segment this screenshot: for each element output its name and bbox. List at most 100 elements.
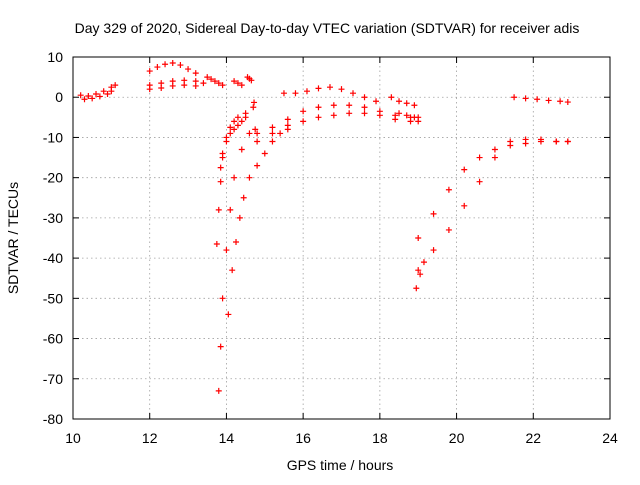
data-point	[225, 311, 232, 318]
data-point	[215, 80, 222, 87]
data-point	[217, 178, 224, 185]
data-point	[254, 138, 261, 145]
series-seg-b	[81, 88, 115, 103]
data-point	[445, 226, 452, 233]
data-point	[108, 88, 115, 95]
x-tick-label: 12	[142, 430, 158, 446]
data-point	[280, 90, 287, 97]
data-point	[227, 130, 234, 137]
data-point	[269, 124, 276, 131]
data-point	[251, 99, 258, 106]
data-point	[169, 82, 176, 89]
data-point	[231, 118, 238, 125]
data-point	[545, 97, 552, 104]
data-point	[388, 94, 395, 101]
data-point	[303, 88, 310, 95]
data-point	[77, 92, 84, 99]
data-point	[229, 267, 236, 274]
data-point	[204, 74, 211, 81]
data-point	[246, 130, 253, 137]
data-point	[254, 130, 261, 137]
series-seg-u	[413, 259, 427, 292]
data-point	[522, 136, 529, 143]
y-tick-label: -60	[43, 331, 63, 347]
data-point	[213, 241, 220, 248]
y-tick-label: -80	[43, 411, 63, 427]
data-point	[411, 102, 418, 109]
data-point	[411, 114, 418, 121]
data-point	[300, 118, 307, 125]
data-point	[112, 82, 119, 89]
series-seg-h	[244, 74, 255, 84]
data-point	[238, 82, 245, 89]
y-tick-label: -20	[43, 170, 63, 186]
data-point	[373, 98, 380, 105]
grid	[73, 57, 610, 419]
data-point	[154, 64, 161, 71]
data-point	[269, 130, 276, 137]
x-tick-label: 10	[65, 430, 81, 446]
data-point	[104, 91, 111, 98]
data-point	[361, 104, 368, 111]
series-seg-e	[146, 82, 199, 93]
data-point	[234, 80, 241, 87]
y-tick-label: -70	[43, 371, 63, 387]
x-tick-label: 18	[372, 430, 388, 446]
data-point	[146, 86, 153, 93]
data-point	[407, 118, 414, 125]
data-point	[208, 76, 215, 83]
x-axis-label: GPS time / hours	[287, 457, 394, 473]
data-point	[181, 82, 188, 89]
x-tick-label: 20	[449, 430, 465, 446]
series-seg-n	[246, 126, 291, 181]
data-point	[445, 186, 452, 193]
data-point	[250, 104, 257, 111]
data-point	[491, 154, 498, 161]
data-point	[292, 90, 299, 97]
series-seg-c	[146, 60, 199, 77]
data-point	[396, 110, 403, 117]
data-point	[240, 194, 247, 201]
data-point	[300, 108, 307, 115]
y-axis-label: SDTVAR / TECUs	[5, 182, 21, 294]
data-point	[252, 126, 259, 133]
series-seg-i	[251, 99, 258, 106]
data-point	[227, 206, 234, 213]
data-point	[254, 162, 261, 169]
data-point	[553, 138, 560, 145]
series-seg-s	[415, 138, 571, 241]
data-point	[234, 114, 241, 121]
data-point	[376, 112, 383, 119]
plot-frame	[72, 56, 611, 420]
data-point	[476, 154, 483, 161]
data-point	[403, 112, 410, 119]
data-point	[415, 235, 422, 241]
data-points	[77, 60, 571, 394]
data-point	[219, 295, 226, 302]
data-point	[430, 210, 437, 217]
data-point	[100, 88, 107, 95]
data-point	[417, 271, 424, 278]
x-tick-label: 16	[295, 430, 311, 446]
data-point	[361, 94, 368, 101]
series-seg-k	[215, 126, 259, 394]
data-point	[93, 91, 100, 98]
y-tick-label: 0	[55, 89, 63, 105]
data-point	[231, 174, 238, 181]
y-tick-label: -40	[43, 250, 63, 266]
series-seg-v	[511, 94, 571, 106]
series-seg-a	[77, 82, 119, 100]
data-point	[330, 102, 337, 109]
data-point	[231, 126, 238, 133]
x-tick-label: 24	[602, 430, 618, 446]
data-point	[507, 138, 514, 145]
data-point	[338, 86, 345, 93]
data-point	[242, 114, 249, 121]
series-seg-m	[225, 194, 247, 318]
data-point	[269, 138, 276, 145]
data-point	[284, 122, 291, 129]
data-point	[261, 150, 268, 157]
data-point	[231, 78, 238, 85]
